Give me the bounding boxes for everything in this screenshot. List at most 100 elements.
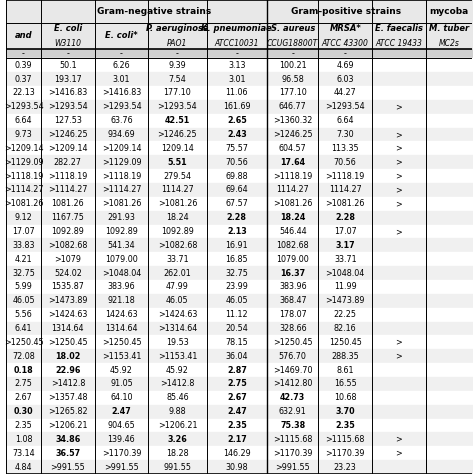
Text: >1293.54: >1293.54 bbox=[326, 102, 365, 111]
Text: 16.91: 16.91 bbox=[226, 241, 248, 250]
Text: 85.46: 85.46 bbox=[166, 393, 189, 402]
Text: 328.66: 328.66 bbox=[279, 324, 307, 333]
Text: 82.16: 82.16 bbox=[334, 324, 356, 333]
Text: 127.53: 127.53 bbox=[54, 116, 82, 125]
Text: 23.99: 23.99 bbox=[226, 283, 248, 292]
Text: 2.28: 2.28 bbox=[227, 213, 247, 222]
Text: 2.28: 2.28 bbox=[335, 213, 355, 222]
Text: 0.39: 0.39 bbox=[15, 61, 32, 70]
Text: >1081.26: >1081.26 bbox=[326, 199, 365, 208]
Text: 17.64: 17.64 bbox=[280, 158, 305, 167]
Text: -: - bbox=[344, 49, 346, 58]
Text: K. pneumoniae: K. pneumoniae bbox=[201, 24, 272, 33]
Text: 6.26: 6.26 bbox=[113, 61, 130, 70]
Text: >1118.19: >1118.19 bbox=[4, 172, 43, 181]
Text: >1473.89: >1473.89 bbox=[326, 296, 365, 305]
Text: >1246.25: >1246.25 bbox=[157, 130, 197, 139]
Text: W3110: W3110 bbox=[55, 39, 82, 48]
Text: >1209.14: >1209.14 bbox=[102, 144, 141, 153]
Text: 70.56: 70.56 bbox=[334, 158, 356, 167]
Text: >1118.19: >1118.19 bbox=[273, 172, 312, 181]
Text: ATCC 43300: ATCC 43300 bbox=[322, 39, 369, 48]
Text: 96.58: 96.58 bbox=[282, 74, 304, 83]
Text: 69.88: 69.88 bbox=[226, 172, 248, 181]
Text: 1114.27: 1114.27 bbox=[329, 185, 362, 194]
Text: 17.07: 17.07 bbox=[334, 227, 356, 236]
Text: >1293.54: >1293.54 bbox=[101, 102, 141, 111]
Text: 7.54: 7.54 bbox=[169, 74, 186, 83]
Text: >: > bbox=[395, 352, 402, 361]
Text: -: - bbox=[176, 49, 179, 58]
Text: 576.70: 576.70 bbox=[279, 352, 307, 361]
Text: 32.75: 32.75 bbox=[226, 269, 248, 278]
Text: 1314.64: 1314.64 bbox=[105, 324, 137, 333]
Text: 33.71: 33.71 bbox=[166, 255, 189, 264]
Text: 2.35: 2.35 bbox=[227, 421, 246, 430]
Text: 2.67: 2.67 bbox=[15, 393, 32, 402]
Text: 7.30: 7.30 bbox=[337, 130, 354, 139]
Text: 18.02: 18.02 bbox=[55, 352, 81, 361]
Text: 3.70: 3.70 bbox=[336, 407, 355, 416]
Text: 1081.26: 1081.26 bbox=[52, 199, 84, 208]
Text: >: > bbox=[395, 449, 402, 458]
Text: >1360.32: >1360.32 bbox=[273, 116, 312, 125]
Text: 67.57: 67.57 bbox=[226, 199, 248, 208]
Text: >1209.14: >1209.14 bbox=[48, 144, 88, 153]
Text: >1293.54: >1293.54 bbox=[48, 102, 88, 111]
Text: 1082.68: 1082.68 bbox=[276, 241, 309, 250]
Text: 632.91: 632.91 bbox=[279, 407, 307, 416]
Text: 34.86: 34.86 bbox=[55, 435, 81, 444]
Text: 20.54: 20.54 bbox=[226, 324, 248, 333]
Text: 22.25: 22.25 bbox=[334, 310, 357, 319]
Text: 1314.64: 1314.64 bbox=[52, 324, 84, 333]
Text: 8.61: 8.61 bbox=[337, 365, 354, 374]
Text: 2.75: 2.75 bbox=[227, 379, 246, 388]
Text: E. faecalis: E. faecalis bbox=[375, 24, 423, 33]
Text: 4.84: 4.84 bbox=[15, 463, 32, 472]
Text: 6.64: 6.64 bbox=[15, 116, 32, 125]
Text: 1092.89: 1092.89 bbox=[161, 227, 194, 236]
Text: 541.34: 541.34 bbox=[108, 241, 135, 250]
Text: 5.99: 5.99 bbox=[15, 283, 32, 292]
Text: 193.17: 193.17 bbox=[54, 74, 82, 83]
Text: >1081.26: >1081.26 bbox=[273, 199, 312, 208]
Text: 1424.63: 1424.63 bbox=[105, 310, 138, 319]
Text: >1412.8: >1412.8 bbox=[160, 379, 195, 388]
Text: MRSA*: MRSA* bbox=[329, 24, 361, 33]
Text: 72.08: 72.08 bbox=[12, 352, 35, 361]
Text: >1209.14: >1209.14 bbox=[4, 144, 43, 153]
Text: ATCC 19433: ATCC 19433 bbox=[375, 39, 422, 48]
Text: 146.29: 146.29 bbox=[223, 449, 251, 458]
Text: 604.57: 604.57 bbox=[279, 144, 307, 153]
Text: 524.02: 524.02 bbox=[54, 269, 82, 278]
Text: >: > bbox=[395, 435, 402, 444]
Text: Gram-positive strains: Gram-positive strains bbox=[292, 7, 401, 16]
Text: 279.54: 279.54 bbox=[164, 172, 191, 181]
Text: >1357.48: >1357.48 bbox=[48, 393, 88, 402]
Text: >: > bbox=[395, 338, 402, 347]
Text: 91.05: 91.05 bbox=[110, 379, 133, 388]
Text: 16.55: 16.55 bbox=[334, 379, 356, 388]
Text: 6.03: 6.03 bbox=[337, 74, 354, 83]
Text: 6.64: 6.64 bbox=[337, 116, 354, 125]
Text: 2.47: 2.47 bbox=[227, 407, 246, 416]
Text: >1079: >1079 bbox=[55, 255, 82, 264]
Text: 45.92: 45.92 bbox=[166, 365, 189, 374]
Text: 4.21: 4.21 bbox=[15, 255, 32, 264]
Text: >1206.21: >1206.21 bbox=[48, 421, 88, 430]
Text: >1250.45: >1250.45 bbox=[101, 338, 141, 347]
Text: 177.10: 177.10 bbox=[164, 89, 191, 98]
Text: -: - bbox=[66, 49, 69, 58]
Text: 2.13: 2.13 bbox=[227, 227, 246, 236]
Text: >1115.68: >1115.68 bbox=[273, 435, 312, 444]
Text: 3.01: 3.01 bbox=[113, 74, 130, 83]
Text: >1081.26: >1081.26 bbox=[158, 199, 197, 208]
Text: 2.67: 2.67 bbox=[227, 393, 246, 402]
Text: 42.51: 42.51 bbox=[165, 116, 190, 125]
Text: 70.56: 70.56 bbox=[226, 158, 248, 167]
Text: >1114.27: >1114.27 bbox=[4, 185, 43, 194]
Text: E. coli: E. coli bbox=[54, 24, 82, 33]
Text: 16.85: 16.85 bbox=[226, 255, 248, 264]
Text: 2.47: 2.47 bbox=[111, 407, 131, 416]
Text: 33.71: 33.71 bbox=[334, 255, 356, 264]
